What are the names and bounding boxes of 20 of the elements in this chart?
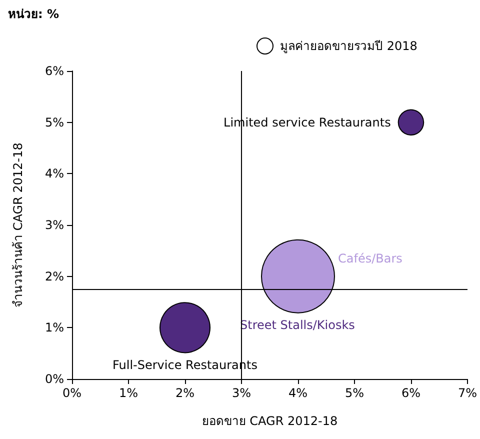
y-tick-label: 0% bbox=[44, 372, 64, 386]
x-tick-label: 6% bbox=[401, 386, 421, 400]
y-tick-label: 5% bbox=[44, 115, 64, 130]
y-tick-label: 2% bbox=[44, 269, 64, 284]
y-tick-label: 6% bbox=[44, 64, 64, 78]
series-label: Cafés/Bars bbox=[338, 251, 402, 266]
x-tick-label: 5% bbox=[344, 386, 364, 400]
x-tick-label: 2% bbox=[175, 386, 195, 400]
x-tick-label: 0% bbox=[62, 386, 82, 400]
x-tick-label: 3% bbox=[232, 386, 252, 400]
x-tick-label: 7% bbox=[458, 386, 478, 400]
x-tick-label: 1% bbox=[118, 386, 138, 400]
y-tick-label: 4% bbox=[44, 166, 64, 181]
y-tick-label: 3% bbox=[44, 218, 64, 232]
y-axis-title: จำนวนร้านค้า CAGR 2012-18 bbox=[11, 142, 25, 308]
x-tick-label: 4% bbox=[288, 386, 308, 400]
chart-subtitle: หน่วย: % bbox=[8, 7, 59, 21]
y-tick-label: 1% bbox=[44, 320, 64, 335]
x-axis-title: ยอดขาย CAGR 2012-18 bbox=[202, 414, 338, 428]
legend-title: มูลค่ายอดขายรวมปี 2018 bbox=[280, 38, 418, 55]
